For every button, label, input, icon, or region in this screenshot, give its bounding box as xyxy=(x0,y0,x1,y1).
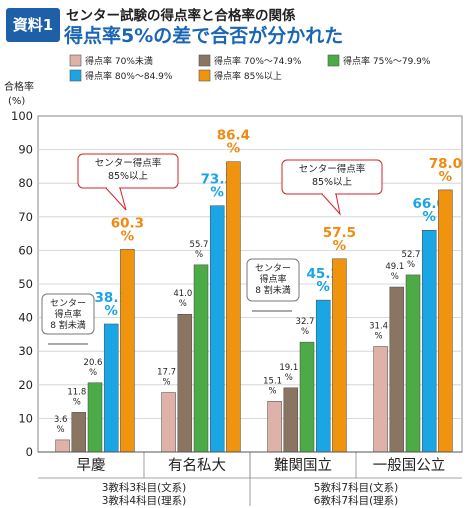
value-label-2-5: 86.4% xyxy=(217,128,250,157)
legend-label-5: 得点率 85%以上 xyxy=(214,70,282,82)
category-label-3: 難関国立 xyxy=(274,457,332,474)
y-tick-label: 0 xyxy=(26,445,33,459)
value-label-4-5: 78.0% xyxy=(429,156,462,185)
bar-4-5 xyxy=(438,189,453,453)
callout-box-2 xyxy=(77,153,179,189)
y-tick-label: 70 xyxy=(18,210,33,224)
legend-label-3: 得点率 75%～79.9% xyxy=(343,55,431,67)
bar-3-3 xyxy=(299,341,315,453)
y-axis-label: 合格率 xyxy=(4,80,34,93)
bar-2-3 xyxy=(193,264,209,453)
bar-3-2 xyxy=(283,387,299,453)
legend-swatch-2 xyxy=(198,54,211,67)
category-label-2: 有名私大 xyxy=(168,457,226,474)
callout-text-4-1: センター得点率 xyxy=(299,163,366,175)
category-label-1: 早慶 xyxy=(77,457,106,474)
subject-note-1-2: 3教科4科目(理系) xyxy=(102,494,187,507)
y-tick-label: 20 xyxy=(18,378,33,392)
bar-1-5 xyxy=(120,249,135,453)
value-label-3-3: 32.7% xyxy=(296,317,315,337)
value-label-1-5: 60.3% xyxy=(111,215,144,244)
callout-box-1 xyxy=(41,293,95,335)
figure-badge: 資料1 xyxy=(6,8,60,42)
legend-label-2: 得点率 70%～74.9% xyxy=(214,55,302,67)
callout-gap-2 xyxy=(107,186,119,189)
legend-swatch-5 xyxy=(198,69,211,82)
callout-text-3-2: 得点率 xyxy=(259,273,286,285)
value-label-4-3: 52.7% xyxy=(402,250,421,270)
callout-text-2-2: 85%以上 xyxy=(108,171,149,182)
bar-4-2 xyxy=(389,286,405,453)
value-label-3-4: 45.2% xyxy=(307,266,340,295)
bar-2-5 xyxy=(226,161,241,453)
callout-text-1-3: 8 割未満 xyxy=(50,319,86,331)
y-tick-label: 60 xyxy=(18,243,33,257)
y-tick-label: 10 xyxy=(18,411,33,425)
bar-4-1 xyxy=(373,346,388,453)
bar-4-3 xyxy=(405,274,421,453)
value-label-4-1: 31.4% xyxy=(369,321,388,341)
y-tick-label: 30 xyxy=(18,344,33,358)
value-label-1-3: 20.6% xyxy=(84,358,103,378)
value-label-1-4: 38.1% xyxy=(95,290,128,319)
legend-label-1: 得点率 70%未満 xyxy=(85,55,153,67)
bar-3-5 xyxy=(332,258,347,453)
value-label-2-4: 73.3% xyxy=(201,172,234,201)
subject-note-1-1: 3教科3科目(文系) xyxy=(102,481,187,494)
bar-2-1 xyxy=(161,392,176,453)
value-label-1-1: 3.6% xyxy=(54,415,68,435)
y-tick-label: 50 xyxy=(18,277,33,291)
bar-1-2 xyxy=(71,412,87,453)
bar-1-4 xyxy=(103,323,119,453)
callout-text-1-2: 得点率 xyxy=(54,308,81,320)
figure-subtitle: 得点率5%の差で合否が分かれた xyxy=(64,25,344,47)
y-axis-unit: (%) xyxy=(8,96,25,107)
bar-2-4 xyxy=(209,205,225,453)
value-label-2-1: 17.7% xyxy=(157,368,176,388)
y-tick-label: 90 xyxy=(18,143,33,157)
legend-swatch-4 xyxy=(69,69,82,82)
callout-box-3 xyxy=(246,258,300,302)
value-label-3-5: 57.5% xyxy=(323,225,356,254)
y-tick-label: 80 xyxy=(18,176,33,190)
value-label-4-4: 66.0% xyxy=(413,196,446,225)
bar-1-3 xyxy=(87,382,103,453)
value-label-2-2: 41.0% xyxy=(173,289,192,309)
value-label-3-1: 15.1% xyxy=(263,376,282,396)
y-tick-label: 100 xyxy=(11,109,33,123)
bar-4-4 xyxy=(421,229,437,453)
callout-text-3-3: 8 割未満 xyxy=(255,284,291,296)
value-label-4-2: 49.1% xyxy=(385,262,404,282)
value-label-2-3: 55.7% xyxy=(190,240,209,260)
bar-3-4 xyxy=(315,299,331,453)
subject-note-2-1: 5教科7科目(文系) xyxy=(314,481,399,494)
callout-text-2-1: センター得点率 xyxy=(95,157,162,169)
category-label-4: 一般国公立 xyxy=(373,457,446,474)
value-label-3-2: 19.1% xyxy=(279,363,298,383)
legend-label-4: 得点率 80%～84.9% xyxy=(85,70,173,82)
y-tick-label: 40 xyxy=(18,311,33,325)
value-label-1-2: 11.8% xyxy=(67,387,86,407)
bar-2-2 xyxy=(177,313,193,453)
callout-gap-4 xyxy=(323,192,335,195)
subject-note-2-2: 6教科7科目(理系) xyxy=(314,494,399,507)
bar-1-1 xyxy=(55,439,70,453)
callout-text-1-1: センター xyxy=(50,298,86,309)
bar-3-1 xyxy=(267,401,282,453)
legend-swatch-1 xyxy=(69,54,82,67)
callout-text-4-2: 85%以上 xyxy=(312,177,353,188)
legend-swatch-3 xyxy=(327,54,340,67)
figure-title: センター試験の得点率と合格率の関係 xyxy=(66,8,296,24)
callout-text-3-1: センター xyxy=(255,263,291,274)
